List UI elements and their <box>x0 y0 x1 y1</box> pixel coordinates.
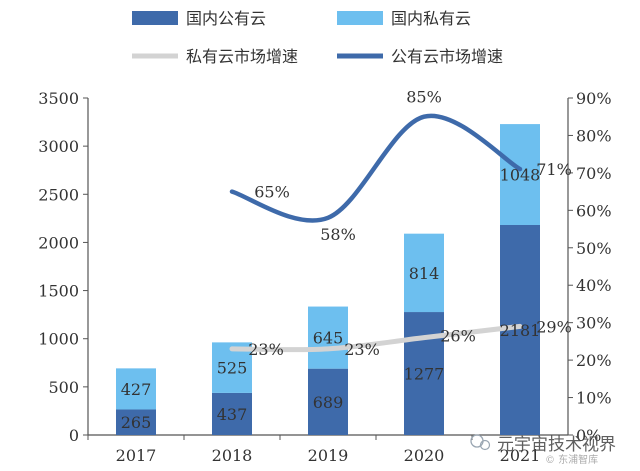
x-tick-label: 2019 <box>308 446 349 465</box>
left-tick-label: 1500 <box>38 282 79 301</box>
x-tick-label: 2018 <box>212 446 253 465</box>
legend-label: 国内私有云 <box>391 9 471 28</box>
bar-value-label: 525 <box>217 359 248 378</box>
bar-public-2020 <box>404 312 444 435</box>
bar-value-label: 814 <box>409 264 440 283</box>
legend-label: 公有云市场增速 <box>391 47 503 66</box>
right-tick-label: 40% <box>576 276 612 295</box>
line-value-label: 29% <box>536 317 572 336</box>
right-tick-label: 0% <box>576 426 601 445</box>
bar-private-2019 <box>308 306 348 369</box>
left-tick-label: 500 <box>48 378 79 397</box>
bar-value-label: 645 <box>313 329 344 348</box>
line-value-label: 26% <box>440 327 476 346</box>
x-tick-label: 2020 <box>404 446 445 465</box>
wechat-icon <box>470 434 484 448</box>
bar-private-2020 <box>404 233 444 313</box>
legend-label: 国内公有云 <box>186 9 266 28</box>
bar-value-label: 1277 <box>404 365 445 384</box>
right-tick-label: 30% <box>576 314 612 333</box>
bar-private-2017 <box>116 368 156 410</box>
wechat-icon-small <box>479 439 491 451</box>
bars <box>116 124 540 435</box>
bar-value-label: 689 <box>313 393 344 412</box>
line-value-label: 23% <box>344 340 380 359</box>
line-value-label: 23% <box>248 340 284 359</box>
bar-value-label: 437 <box>217 405 248 424</box>
right-tick-label: 10% <box>576 389 612 408</box>
left-tick-label: 0 <box>69 426 79 445</box>
legend-swatch <box>337 11 383 25</box>
data-labels: 265 427 437 525 689 645 1277 814 2181 1048 23% 23% 2… <box>121 88 572 433</box>
right-tick-label: 50% <box>576 239 612 258</box>
bar-private-2021 <box>500 124 540 226</box>
bar-public-2018 <box>212 392 252 435</box>
left-tick-label: 2000 <box>38 233 79 252</box>
right-tick-label: 70% <box>576 164 612 183</box>
bar-value-label: 2181 <box>500 321 541 340</box>
bar-value-label: 265 <box>121 413 152 432</box>
right-tick-label: 60% <box>576 201 612 220</box>
watermark: 元宇宙技术视界 © 东浦智库 <box>470 434 616 466</box>
x-tick-label: 2017 <box>116 446 157 465</box>
bar-public-2019 <box>308 368 348 435</box>
private-growth-line <box>229 323 523 353</box>
bar-value-label: 427 <box>121 380 152 399</box>
left-tick-label: 1000 <box>38 330 79 349</box>
axes: 0 500 1000 1500 2000 2500 3000 3500 0% 10% 20% 30% 4… <box>38 89 611 465</box>
left-tick-label: 3000 <box>38 137 79 156</box>
watermark-subtext: © 东浦智库 <box>545 453 598 466</box>
legend-label: 私有云市场增速 <box>186 47 298 66</box>
right-tick-label: 80% <box>576 126 612 145</box>
line-value-label: 58% <box>320 225 356 244</box>
right-tick-label: 20% <box>576 351 612 370</box>
bar-value-label: 1048 <box>500 166 541 185</box>
public-growth-line <box>229 113 523 223</box>
right-tick-label: 90% <box>576 89 612 108</box>
watermark-text: 元宇宙技术视界 <box>497 435 616 455</box>
bar-public-2017 <box>116 409 156 435</box>
left-tick-label: 2500 <box>38 185 79 204</box>
line-value-label: 85% <box>406 88 442 107</box>
lines <box>229 113 523 353</box>
line-value-label: 65% <box>254 183 290 202</box>
line-value-label: 71% <box>536 160 572 179</box>
legend-swatch <box>132 11 178 25</box>
x-tick-label: 2021 <box>500 446 541 465</box>
left-tick-label: 3500 <box>38 89 79 108</box>
